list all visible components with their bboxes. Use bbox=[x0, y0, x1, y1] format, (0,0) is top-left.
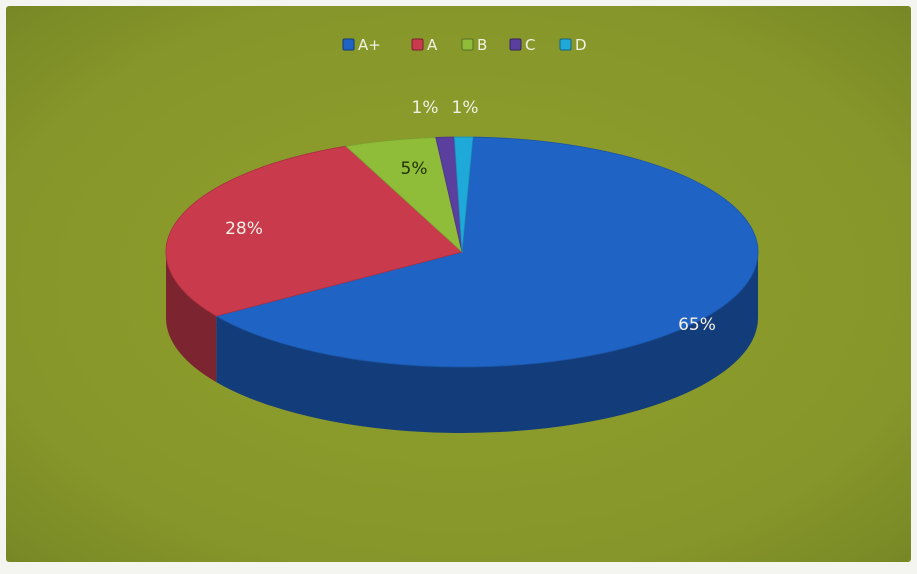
legend-label: B bbox=[477, 36, 487, 54]
slice-a-plus bbox=[215, 136, 759, 368]
slice-a bbox=[165, 145, 463, 317]
legend-item-a: A bbox=[411, 36, 438, 54]
data-label-b: 5% bbox=[401, 159, 428, 179]
pie-slices bbox=[165, 136, 759, 368]
legend-label: A bbox=[427, 36, 438, 54]
legend: A+ A B C D bbox=[342, 36, 587, 54]
legend-swatch bbox=[342, 38, 355, 51]
slice-d bbox=[453, 136, 474, 253]
legend-swatch bbox=[509, 38, 522, 51]
legend-label: A+ bbox=[358, 36, 381, 54]
legend-item-d: D bbox=[559, 36, 587, 54]
pie-sides bbox=[166, 252, 758, 433]
legend-item-a-plus: A+ bbox=[342, 36, 381, 54]
data-label-a-plus: 65% bbox=[678, 315, 716, 335]
legend-label: C bbox=[525, 36, 535, 54]
legend-item-c: C bbox=[509, 36, 535, 54]
legend-swatch bbox=[411, 38, 424, 51]
slice-side-a-plus bbox=[216, 252, 758, 433]
data-label-c: 1% bbox=[412, 98, 439, 118]
legend-item-b: B bbox=[461, 36, 487, 54]
legend-swatch bbox=[559, 38, 572, 51]
data-label-a: 28% bbox=[225, 219, 263, 239]
data-labels: 65% 28% 5% 1% 1% bbox=[225, 98, 716, 335]
data-label-d: 1% bbox=[452, 98, 479, 118]
legend-swatch bbox=[461, 38, 474, 51]
legend-label: D bbox=[575, 36, 587, 54]
slice-side-a bbox=[166, 252, 217, 383]
